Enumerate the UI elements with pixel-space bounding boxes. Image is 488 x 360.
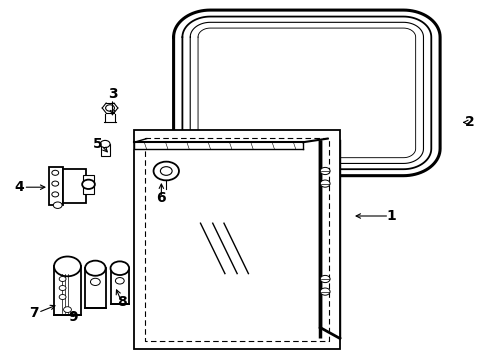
- Circle shape: [85, 261, 105, 276]
- Polygon shape: [190, 22, 423, 163]
- Bar: [62, 169, 86, 203]
- Circle shape: [52, 181, 59, 186]
- Bar: [85, 268, 105, 308]
- Text: 4: 4: [15, 180, 24, 194]
- Bar: [49, 167, 62, 205]
- Text: 3: 3: [107, 87, 117, 100]
- Bar: [101, 144, 109, 156]
- Polygon shape: [173, 10, 439, 176]
- Circle shape: [100, 140, 110, 148]
- Bar: [110, 268, 129, 304]
- Circle shape: [160, 167, 172, 175]
- Polygon shape: [134, 130, 339, 349]
- Circle shape: [63, 307, 71, 312]
- Circle shape: [53, 202, 62, 208]
- Circle shape: [54, 256, 81, 276]
- Circle shape: [115, 278, 124, 284]
- Circle shape: [320, 167, 329, 175]
- Circle shape: [59, 276, 66, 282]
- Circle shape: [320, 180, 329, 187]
- Bar: [83, 175, 94, 194]
- Circle shape: [52, 170, 59, 175]
- Bar: [54, 266, 81, 315]
- Circle shape: [320, 275, 329, 283]
- Text: 2: 2: [464, 116, 473, 129]
- Text: 7: 7: [29, 306, 39, 320]
- Text: 9: 9: [68, 310, 78, 324]
- Circle shape: [59, 285, 66, 291]
- Circle shape: [110, 261, 129, 275]
- Text: 8: 8: [117, 296, 127, 309]
- Text: 6: 6: [156, 191, 166, 205]
- Polygon shape: [182, 17, 430, 169]
- Polygon shape: [198, 28, 415, 158]
- Text: 5: 5: [93, 137, 102, 151]
- Circle shape: [52, 192, 59, 197]
- Circle shape: [153, 162, 179, 180]
- Text: 1: 1: [386, 209, 395, 223]
- Circle shape: [82, 180, 95, 189]
- Circle shape: [105, 105, 114, 111]
- Circle shape: [59, 294, 66, 300]
- Circle shape: [320, 288, 329, 295]
- Circle shape: [90, 278, 100, 285]
